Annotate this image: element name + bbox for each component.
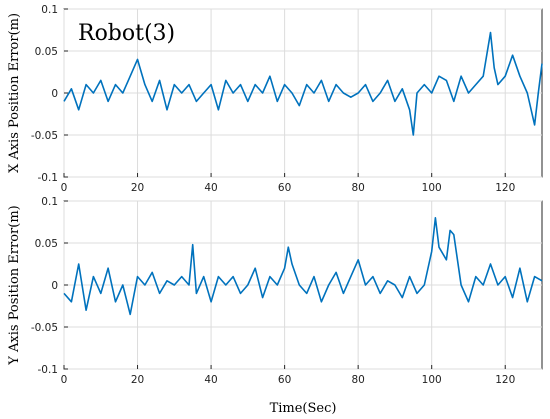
- y-tick-label: 0: [51, 88, 58, 100]
- panel-y-error: 0 20 40 60 80 100 120 -0.1 -0.05 0 0.05 0.1 Y Axis…: [7, 196, 543, 416]
- x-tick-label: 60: [278, 182, 291, 194]
- y-tick-label: 0.05: [35, 238, 58, 250]
- x-tick-label: 0: [61, 374, 68, 386]
- y-tick-label: 0: [51, 280, 58, 292]
- y-tick-label: -0.05: [31, 322, 58, 334]
- x-tick-label: 80: [351, 182, 364, 194]
- series-line-y-error: [63, 217, 543, 316]
- x-tick-label: 100: [422, 182, 442, 194]
- x-tick-label: 80: [351, 374, 364, 386]
- panel-x-error: 0 20 40 60 80 100 120 -0.1 -0.05 0 0.05 0.1 Robot(…: [7, 4, 543, 194]
- chart-title: Robot(3): [78, 21, 175, 46]
- y-tick-label: -0.05: [31, 130, 58, 142]
- x-tick-labels-top: 0 20 40 60 80 100 120: [61, 173, 515, 194]
- x-tick-label: 20: [131, 374, 144, 386]
- x-tick-label: 40: [204, 374, 217, 386]
- x-tick-label: 20: [131, 182, 144, 194]
- grid-bottom: [63, 200, 542, 370]
- x-tick-label: 100: [422, 374, 442, 386]
- x-axis-label: Time(Sec): [270, 401, 337, 416]
- x-tick-label: 40: [204, 182, 217, 194]
- x-tick-labels-bottom: 0 20 40 60 80 100 120: [61, 365, 515, 386]
- y-tick-label: 0.1: [41, 196, 58, 208]
- x-tick-label: 60: [278, 374, 291, 386]
- x-tick-label: 120: [495, 374, 515, 386]
- y-tick-label: -0.1: [38, 172, 59, 184]
- y-tick-labels-top: -0.1 -0.05 0 0.05 0.1: [31, 4, 68, 184]
- y-tick-label: 0.05: [35, 46, 58, 58]
- x-tick-label: 0: [61, 182, 68, 194]
- y-tick-labels-bottom: -0.1 -0.05 0 0.05 0.1: [31, 196, 68, 376]
- x-tick-label: 120: [495, 182, 515, 194]
- y-tick-label: -0.1: [38, 364, 59, 376]
- y-tick-label: 0.1: [41, 4, 58, 16]
- series-line-x-error: [63, 31, 543, 136]
- y-axis-label-top: X Axis Position Error(m): [7, 13, 22, 173]
- y-axis-label-bottom: Y Axis Position Error(m): [7, 205, 22, 365]
